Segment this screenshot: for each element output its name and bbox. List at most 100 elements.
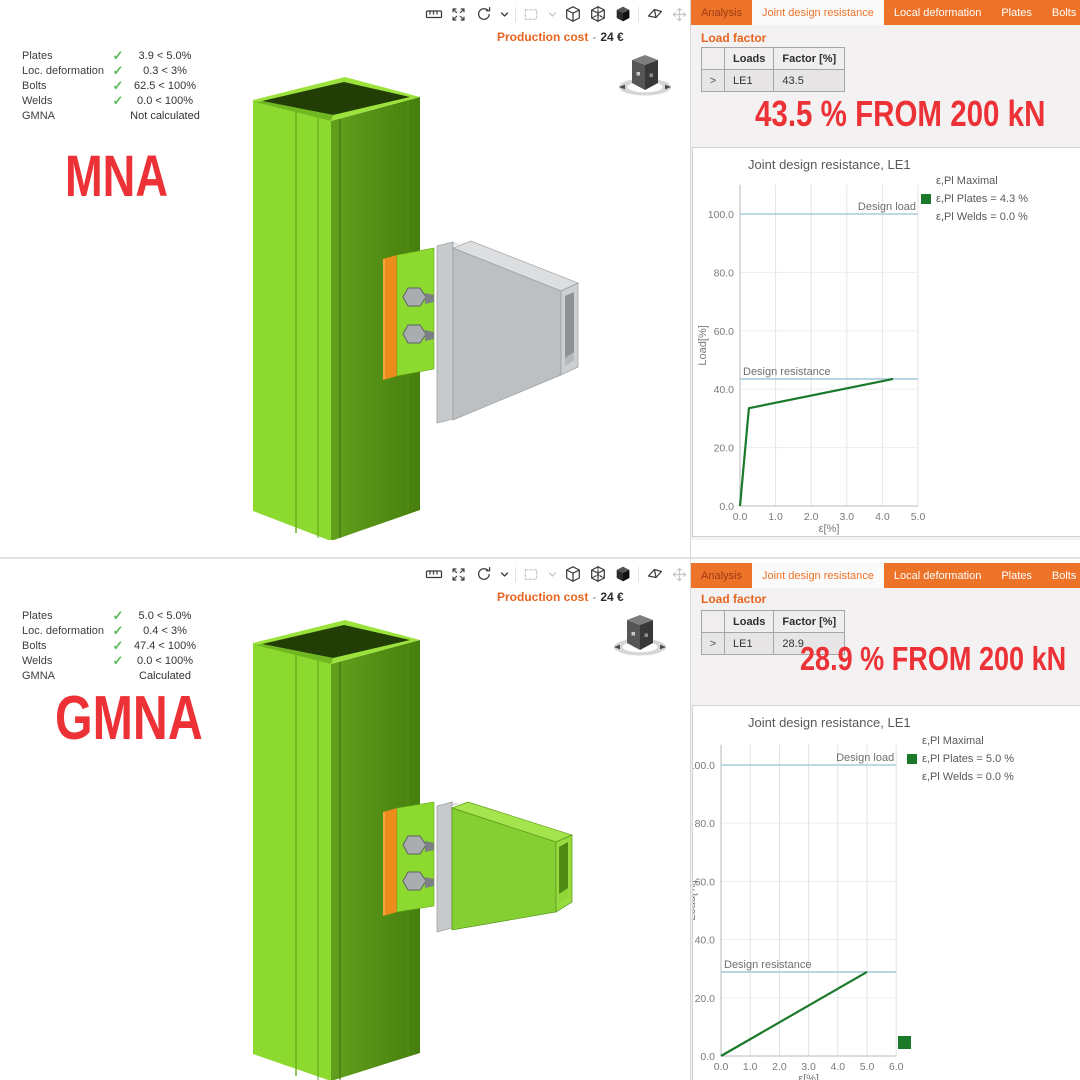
wireframe-view-icon[interactable]	[563, 5, 582, 24]
factor-column-header: Factor [%]	[773, 47, 846, 70]
tab-bolts[interactable]: Bolts	[1051, 569, 1077, 582]
check-value: 0.0 < 100%	[137, 94, 193, 107]
clip-view-icon[interactable]	[645, 5, 664, 24]
load-factor-header-row: Loads Factor [%]	[701, 47, 846, 70]
svg-text:2.0: 2.0	[772, 1061, 787, 1073]
svg-text:40.0: 40.0	[695, 935, 716, 947]
svg-text:ε[%]: ε[%]	[798, 1073, 819, 1080]
legend-row: ε,Pl Maximal	[907, 732, 1014, 750]
tab-analysis[interactable]: Analysis	[701, 6, 742, 19]
svg-text:4.0: 4.0	[875, 511, 890, 523]
svg-text:ε[%]: ε[%]	[819, 523, 840, 535]
svg-text:80.0: 80.0	[714, 267, 735, 279]
svg-text:3.0: 3.0	[839, 511, 854, 523]
production-cost-label: Production cost	[497, 30, 589, 44]
toolbar-divider	[515, 6, 516, 22]
measure-icon[interactable]	[424, 5, 443, 24]
screenshot-seam	[0, 557, 1080, 559]
chevron-down-icon[interactable]	[499, 565, 509, 584]
production-cost-value: 24 €	[600, 590, 624, 604]
tab-joint-design-resistance[interactable]: Joint design resistance	[751, 563, 884, 588]
svg-text:1.0: 1.0	[768, 511, 783, 523]
load-factor-title: Load factor	[701, 31, 767, 45]
analysis-type-annotation: GMNA	[55, 684, 203, 753]
check-value: 0.3 < 3%	[143, 64, 187, 77]
solid-view-icon[interactable]	[613, 5, 632, 24]
check-label: Bolts	[22, 639, 47, 652]
check-row: GMNA Calculated	[22, 668, 202, 683]
hidden-line-view-icon[interactable]	[588, 565, 607, 584]
svg-text:0.0: 0.0	[700, 1051, 715, 1063]
zoom-extents-icon[interactable]	[449, 565, 468, 584]
chevron-down-icon[interactable]	[499, 5, 509, 24]
svg-text:Design resistance: Design resistance	[724, 959, 811, 971]
check-row: Welds ✓ 0.0 < 100%	[22, 653, 202, 668]
legend-entry: ε,Pl Maximal	[922, 735, 984, 747]
panel-divider	[690, 0, 691, 540]
load-factor-title: Load factor	[701, 592, 767, 606]
row-expander[interactable]: >	[701, 632, 725, 655]
check-row: Plates ✓ 3.9 < 5.0%	[22, 48, 202, 63]
viewport-toolbar	[424, 4, 714, 24]
zoom-extents-icon[interactable]	[449, 5, 468, 24]
resistance-chart-plot: Design load Design resistance 0.0 20.0 40.0 6…	[693, 744, 904, 1080]
legend-row: ε,Pl Welds = 0.0 %	[921, 208, 1028, 226]
navigation-cube[interactable]	[616, 50, 674, 98]
production-cost-separator: -	[592, 590, 597, 604]
load-factor-row[interactable]: > LE1 28.9	[701, 632, 846, 655]
check-label: Bolts	[22, 79, 47, 92]
legend-row: ε,Pl Plates = 5.0 %	[907, 750, 1014, 768]
tab-joint-design-resistance[interactable]: Joint design resistance	[751, 0, 884, 25]
svg-text:Load[%]: Load[%]	[693, 880, 698, 920]
row-expander[interactable]: >	[701, 69, 725, 92]
navigation-cube[interactable]	[611, 610, 669, 658]
wireframe-view-icon[interactable]	[563, 565, 582, 584]
check-passed-icon: ✓	[112, 637, 124, 653]
tab-bolts[interactable]: Bolts	[1051, 6, 1077, 19]
analysis-type-annotation: MNA	[65, 144, 169, 209]
legend-entry: ε,Pl Maximal	[936, 175, 998, 187]
svg-text:1.0: 1.0	[743, 1061, 758, 1073]
tab-local-deformation[interactable]: Local deformation	[893, 569, 982, 582]
model-viewport-3d[interactable]	[0, 540, 690, 1080]
svg-text:40.0: 40.0	[714, 384, 735, 396]
selection-rectangle-icon	[522, 565, 541, 584]
load-percentage-annotation: 43.5 % FROM 200 kN	[755, 93, 1046, 134]
check-label: GMNA	[22, 109, 55, 122]
legend-row: ε,Pl Plates = 4.3 %	[921, 190, 1028, 208]
check-label: Loc. deformation	[22, 624, 104, 637]
check-value: Not calculated	[130, 109, 200, 122]
tab-analysis[interactable]: Analysis	[701, 569, 742, 582]
tab-plates[interactable]: Plates	[1001, 6, 1032, 19]
check-passed-icon: ✓	[112, 652, 124, 668]
check-value: Calculated	[139, 669, 191, 682]
check-row: Bolts ✓ 47.4 < 100%	[22, 638, 202, 653]
rotate-view-icon[interactable]	[474, 565, 493, 584]
load-factor-row[interactable]: > LE1 43.5	[701, 69, 846, 92]
resistance-chart-card: Joint design resistance, LE1 ε,Pl Maxima…	[692, 147, 1080, 537]
chart-legend: ε,Pl Maximal ε,Pl Plates = 4.3 % ε,Pl We…	[921, 172, 1028, 226]
svg-text:100.0: 100.0	[708, 209, 734, 221]
chevron-down-icon	[547, 565, 557, 584]
hidden-line-view-icon[interactable]	[588, 5, 607, 24]
stray-legend-marker-icon	[898, 1036, 911, 1049]
check-label: Plates	[22, 49, 53, 62]
viewport-toolbar	[424, 564, 714, 584]
svg-text:2.0: 2.0	[804, 511, 819, 523]
rotate-view-icon[interactable]	[474, 5, 493, 24]
gmna-screenshot: Production cost -24 € Plates ✓ 5.0 < 5.0% L…	[0, 540, 1080, 1080]
plates-series-marker-icon	[907, 754, 917, 764]
svg-text:0.0: 0.0	[719, 501, 734, 513]
svg-text:Design load: Design load	[858, 201, 916, 213]
clip-view-icon[interactable]	[645, 565, 664, 584]
tab-local-deformation[interactable]: Local deformation	[893, 6, 982, 19]
check-row: Loc. deformation ✓ 0.3 < 3%	[22, 63, 202, 78]
mna-screenshot: Production cost -24 € Plates ✓ 3.9 < 5.0% L…	[0, 0, 1080, 540]
measure-icon[interactable]	[424, 565, 443, 584]
load-factor-header-row: Loads Factor [%]	[701, 610, 846, 633]
tab-plates[interactable]: Plates	[1001, 569, 1032, 582]
model-viewport-3d[interactable]	[0, 0, 690, 540]
load-factor-table: Loads Factor [%] > LE1 28.9	[701, 610, 846, 655]
solid-view-icon[interactable]	[613, 565, 632, 584]
selection-rectangle-icon	[522, 5, 541, 24]
